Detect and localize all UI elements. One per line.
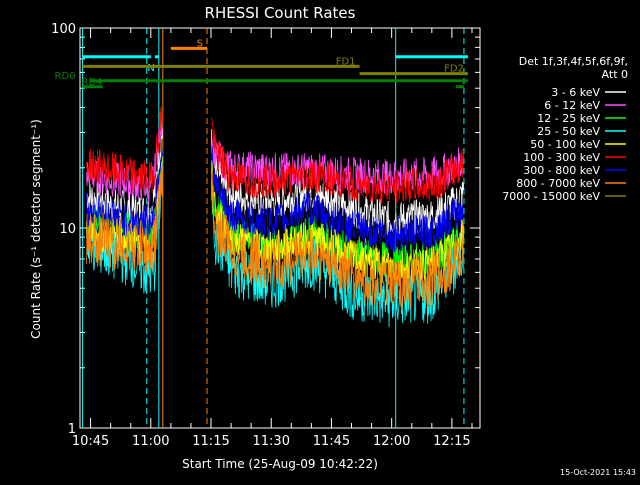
series-line [86, 146, 465, 253]
legend-label: 7000 - 15000 keV [502, 190, 600, 203]
state-bar-label: RD4 [82, 77, 103, 88]
state-bar-label: S [197, 38, 203, 49]
x-tick-label: 10:45 [72, 434, 109, 449]
legend-label: 12 - 25 keV [537, 112, 600, 125]
state-bar-label: FD2 [444, 64, 464, 75]
legend-label: 300 - 800 keV [523, 164, 600, 177]
series-line [86, 161, 465, 311]
state-bar-label: FD1 [336, 56, 356, 67]
y-tick-label: 10 [59, 222, 76, 237]
legend-label: 50 - 100 keV [530, 138, 600, 151]
legend-label: 3 - 6 keV [551, 86, 600, 99]
plot-area: 1 10 100 10:45 11:00 11:15 11:30 11:45 12:00 12:1… [51, 22, 481, 449]
x-tick-label: 12:00 [373, 434, 410, 449]
x-axis-label: Start Time (25-Aug-09 10:42:22) [182, 457, 378, 471]
chart-title: RHESSI Count Rates [205, 4, 356, 22]
legend-header-attenuator: Att 0 [602, 68, 628, 81]
timestamp: 15-Oct-2021 15:43 [560, 468, 636, 477]
x-tick-label: 11:30 [253, 434, 290, 449]
state-bar-label: N [147, 63, 154, 74]
y-tick-label: 100 [51, 22, 76, 37]
x-tick-label: 11:45 [313, 434, 350, 449]
legend: Det 1f,3f,4f,5f,6f,9f, Att 0 3 - 6 keV6 … [502, 55, 628, 203]
legend-label: 800 - 7000 keV [516, 177, 600, 190]
legend-header-detectors: Det 1f,3f,4f,5f,6f,9f, [519, 55, 628, 68]
legend-label: 6 - 12 keV [544, 99, 600, 112]
legend-label: 100 - 300 keV [523, 151, 600, 164]
y-tick-label: 1 [68, 422, 76, 437]
state-bar-label: RD0 [55, 71, 76, 82]
legend-label: 25 - 50 keV [537, 125, 600, 138]
x-tick-label: 11:00 [132, 434, 169, 449]
x-tick-label: 12:15 [433, 434, 470, 449]
series-line [86, 105, 465, 205]
x-tick-label: 11:15 [192, 434, 229, 449]
y-axis-label: Count Rate (s⁻¹ detector segment⁻¹) [29, 119, 43, 339]
